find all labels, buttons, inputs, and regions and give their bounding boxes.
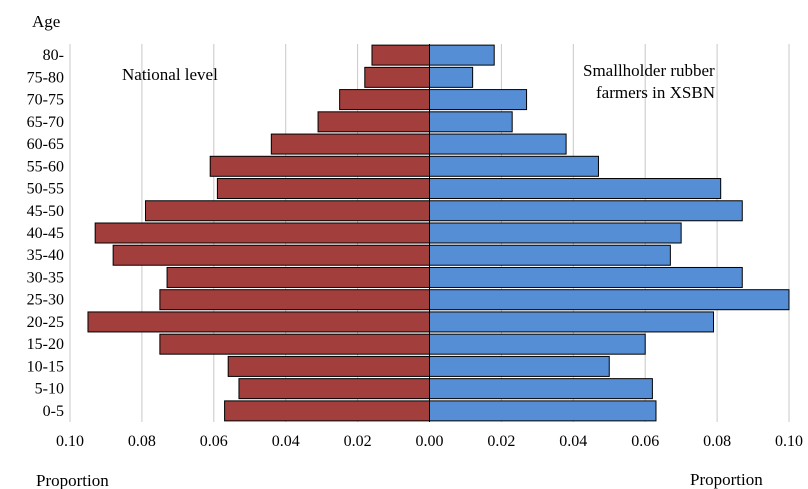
bar-smallholder <box>429 355 610 377</box>
bar-smallholder <box>429 400 657 422</box>
age-category-label: 25-30 <box>27 292 64 309</box>
bar-national <box>270 133 430 155</box>
bar-national <box>371 44 431 66</box>
age-category-label: 40-45 <box>27 225 64 242</box>
bar-national <box>112 244 430 266</box>
age-category-label: 20-25 <box>27 314 64 331</box>
bar-national <box>238 378 430 400</box>
bar-smallholder <box>429 200 743 222</box>
bar-smallholder <box>429 155 599 177</box>
bar-national <box>339 89 430 111</box>
bar-national <box>224 400 430 422</box>
x-tick-label: 0.10 <box>775 433 803 450</box>
bar-national <box>166 266 430 288</box>
bar-smallholder <box>429 244 671 266</box>
x-tick-label: 0.04 <box>272 433 300 450</box>
bar-smallholder <box>429 311 715 333</box>
series-label-smallholder-line-1: Smallholder rubber <box>583 61 715 80</box>
bar-national <box>317 111 430 133</box>
bar-national <box>94 222 430 244</box>
age-category-label: 45-50 <box>27 203 64 220</box>
x-tick-label: 0.06 <box>631 433 659 450</box>
bar-smallholder <box>429 89 528 111</box>
age-category-label: 60-65 <box>27 136 64 153</box>
x-tick-label: 0.02 <box>344 433 372 450</box>
bar-smallholder <box>429 266 743 288</box>
bar-smallholder <box>429 333 646 355</box>
bar-national <box>227 355 430 377</box>
x-tick-label: 0.02 <box>487 433 515 450</box>
age-category-label: 5-10 <box>35 381 64 398</box>
x-tick-label: 0.04 <box>559 433 587 450</box>
bar-smallholder <box>429 178 722 200</box>
age-category-label: 75-80 <box>27 69 64 86</box>
x-axis-title-right: Proportion <box>690 470 763 489</box>
age-category-label: 55-60 <box>27 158 64 175</box>
bar-smallholder <box>429 66 474 88</box>
bar-smallholder <box>429 222 682 244</box>
series-label-national: National level <box>122 65 218 84</box>
series-label-smallholder-line-2: farmers in XSBN <box>596 83 715 102</box>
age-category-label: 10-15 <box>27 358 64 375</box>
x-tick-label: 0.08 <box>703 433 731 450</box>
age-category-labels: 80- 75-80 70-75 65-70 60-65 55-60 50-55 45-50 40… <box>27 47 64 420</box>
bar-national <box>364 66 431 88</box>
age-category-label: 15-20 <box>27 336 64 353</box>
bar-smallholder <box>429 111 513 133</box>
age-category-label: 70-75 <box>27 92 64 109</box>
bar-national <box>159 333 430 355</box>
x-axis-title-left: Proportion <box>36 471 109 489</box>
bar-national <box>87 311 430 333</box>
bar-national <box>159 289 430 311</box>
bar-national <box>144 200 430 222</box>
x-tick-label: 0.06 <box>200 433 228 450</box>
x-tick-label: 0.10 <box>56 433 84 450</box>
age-category-label: 35-40 <box>27 247 64 264</box>
x-tick-label: 0.08 <box>128 433 156 450</box>
age-category-label: 30-35 <box>27 269 64 286</box>
age-category-label: 50-55 <box>27 181 64 198</box>
bar-smallholder <box>429 133 567 155</box>
age-category-label: 0-5 <box>43 403 64 420</box>
bar-national <box>209 155 430 177</box>
x-tick-label: 0.00 <box>416 433 444 450</box>
age-category-label: 65-70 <box>27 114 64 131</box>
y-axis-title: Age <box>32 12 60 31</box>
bar-national <box>216 178 430 200</box>
bar-smallholder <box>429 44 495 66</box>
bar-smallholder <box>429 289 790 311</box>
x-tick-labels: 0.10 0.08 0.06 0.04 0.02 0.00 0.02 0.04 0.06 0.08… <box>56 433 803 450</box>
bars <box>87 44 790 422</box>
age-category-label: 80- <box>43 47 64 64</box>
bar-smallholder <box>429 378 653 400</box>
